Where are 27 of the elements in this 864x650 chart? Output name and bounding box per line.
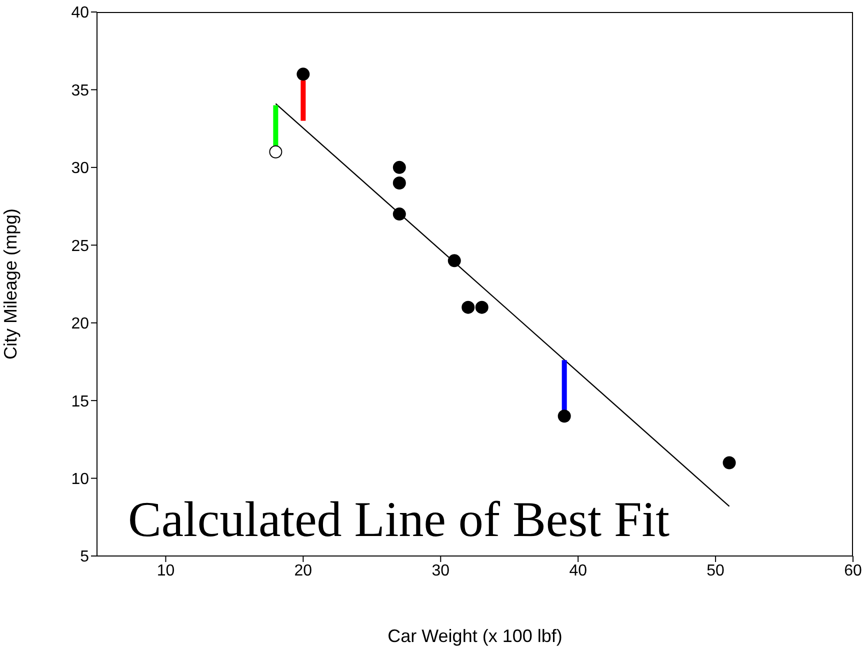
y-tick-label: 35 <box>71 82 90 100</box>
y-tick-label: 10 <box>71 470 90 488</box>
point <box>448 254 461 268</box>
point <box>558 410 571 423</box>
y-tick-label: 40 <box>71 4 90 22</box>
y-tick-label: 25 <box>71 238 90 255</box>
x-tick-label: 50 <box>706 562 725 580</box>
x-axis-title: Car Weight (x 100 lbf) <box>388 626 562 646</box>
x-tick-label: 20 <box>294 562 312 580</box>
x-tick-label: 60 <box>844 562 862 580</box>
x-tick-label: 10 <box>156 562 175 580</box>
point <box>269 145 282 158</box>
y-tick-label: 15 <box>71 393 90 410</box>
y-axis-title: City Mileage (mpg) <box>0 208 20 360</box>
point <box>462 300 475 314</box>
x-tick-label: 40 <box>569 562 588 580</box>
y-tick-label: 5 <box>80 548 90 566</box>
point <box>392 208 406 221</box>
point <box>296 68 310 81</box>
y-tick-label: 20 <box>71 316 90 333</box>
point <box>392 176 406 190</box>
point <box>392 160 406 174</box>
annotation: Calculated Line of Best Fit <box>128 490 670 548</box>
point <box>475 300 488 314</box>
point <box>722 456 736 470</box>
x-tick-label: 30 <box>432 562 450 580</box>
y-tick-label: 30 <box>71 160 90 178</box>
